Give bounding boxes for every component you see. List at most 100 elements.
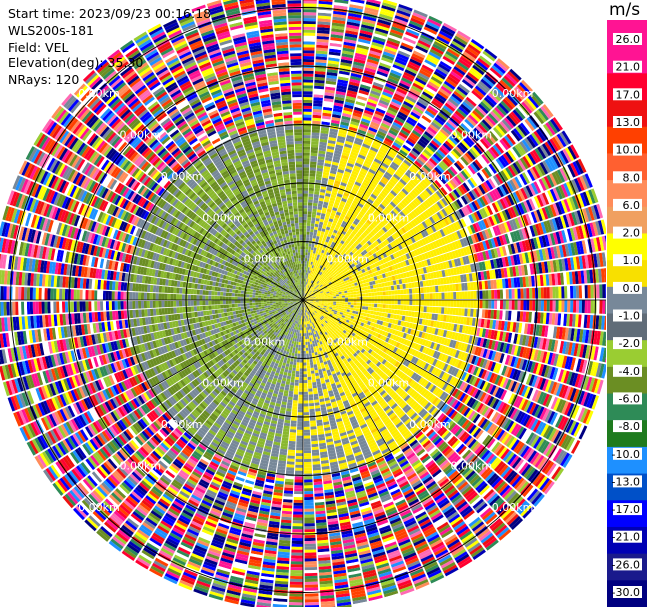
radar-gate <box>308 273 310 277</box>
radar-gate <box>458 308 462 316</box>
radar-gate <box>314 76 325 81</box>
radar-gate <box>306 261 309 265</box>
radar-gate <box>333 294 337 297</box>
radar-gate <box>303 85 313 89</box>
radar-gate <box>320 258 324 263</box>
radar-gate <box>308 264 311 268</box>
radar-gate <box>323 198 330 203</box>
radar-gate <box>326 151 334 156</box>
radar-gate <box>335 211 341 216</box>
radar-gate <box>540 300 545 312</box>
radar-gate <box>328 57 340 62</box>
radar-gate <box>413 9 428 18</box>
radar-gate <box>479 300 483 309</box>
radar-gate <box>308 199 313 203</box>
radar-gate <box>303 170 309 174</box>
radar-gate <box>360 27 374 33</box>
radar-gate <box>304 293 306 297</box>
radar-gate <box>335 90 346 96</box>
radar-gate <box>426 306 430 313</box>
radar-gate <box>307 279 310 283</box>
radar-gate <box>344 101 355 107</box>
radar-gate <box>319 141 327 146</box>
radar-gate <box>327 242 332 247</box>
radar-gate <box>325 83 336 88</box>
radar-gate <box>394 290 398 295</box>
radar-gate <box>350 294 354 298</box>
radar-gate <box>336 138 345 144</box>
radar-gate <box>395 55 408 64</box>
radar-gate <box>363 140 372 147</box>
radar-gate <box>305 290 307 294</box>
radar-gate <box>306 222 311 227</box>
radar-gate <box>317 227 322 231</box>
radar-gate <box>348 126 358 132</box>
radar-gate <box>309 179 315 183</box>
radar-gate <box>311 211 317 215</box>
radar-gate <box>364 309 368 314</box>
radar-gate <box>326 236 331 240</box>
radar-gate <box>341 115 351 121</box>
radar-gate <box>321 121 330 126</box>
radar-gate <box>374 30 388 37</box>
radar-gate <box>564 300 568 313</box>
radar-gate <box>340 121 350 127</box>
radar-gate <box>456 291 460 300</box>
radar-gate <box>330 37 343 42</box>
radar-gate <box>365 157 374 163</box>
radar-gate <box>366 154 375 161</box>
radar-gate <box>339 160 347 166</box>
radar-gate <box>340 61 352 67</box>
radar-gate <box>305 243 309 247</box>
radar-gate <box>310 249 314 254</box>
radar-gate <box>304 269 306 273</box>
radar-gate <box>426 293 430 300</box>
radar-gate <box>354 285 359 289</box>
radar-gate <box>321 180 328 185</box>
radar-gate <box>303 187 309 191</box>
radar-gate <box>329 48 341 54</box>
radar-gate <box>335 174 343 180</box>
radar-gate <box>315 176 322 181</box>
radar-gate <box>303 3 317 7</box>
radar-gate <box>329 172 336 178</box>
radar-gate <box>444 300 448 307</box>
radar-gate <box>313 103 323 107</box>
radar-gate <box>517 300 521 311</box>
radar-gate <box>310 277 313 281</box>
radar-gate <box>303 293 305 297</box>
radar-gate <box>356 291 360 295</box>
radar-gate <box>303 23 316 28</box>
radar-gate <box>338 166 346 171</box>
radar-gate <box>309 231 314 236</box>
radar-gate <box>336 171 344 177</box>
radar-gate <box>344 292 348 296</box>
radar-gate <box>380 94 392 101</box>
radar-gate <box>317 203 323 208</box>
radar-gate <box>326 145 335 150</box>
radar-gate <box>377 67 389 75</box>
radar-gate <box>435 300 439 307</box>
radar-gate <box>303 38 316 42</box>
radar-gate <box>549 286 553 299</box>
radar-gate <box>340 200 346 206</box>
radar-gate <box>330 212 336 217</box>
radar-gate <box>308 285 311 289</box>
radar-gate <box>320 186 327 190</box>
radar-gate <box>309 276 312 280</box>
radar-gate <box>316 254 320 258</box>
radar-gate <box>360 120 370 127</box>
radar-gate <box>335 305 339 308</box>
radar-gate <box>464 291 468 299</box>
radar-gate <box>338 163 346 168</box>
radar-gate <box>312 114 322 119</box>
radar-gate <box>350 297 354 300</box>
radar-gate <box>326 74 338 80</box>
radar-gate <box>362 115 372 121</box>
radar-gate <box>311 274 315 278</box>
radar-gate <box>327 139 336 145</box>
radar-gate <box>346 162 354 168</box>
radar-gate <box>369 50 382 57</box>
radar-gate <box>303 0 317 1</box>
radar-gate <box>324 160 332 165</box>
